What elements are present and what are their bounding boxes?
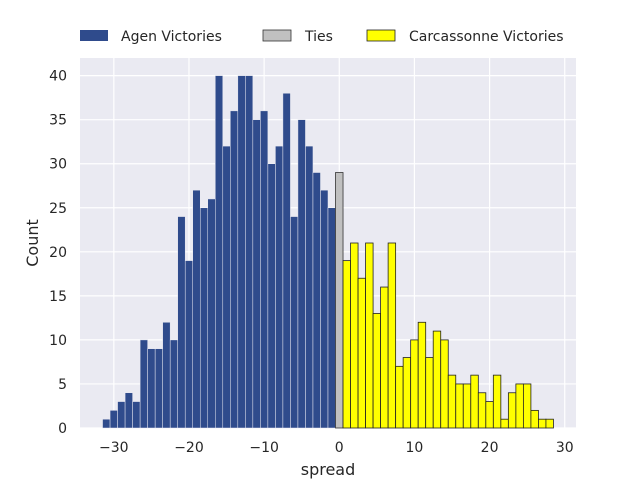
histogram-bar xyxy=(260,110,269,429)
y-tick-label: 25 xyxy=(49,201,67,217)
y-tick-label: 0 xyxy=(58,421,67,437)
histogram-bar xyxy=(342,260,351,429)
x-axis-label: spread xyxy=(301,460,356,479)
histogram-bar xyxy=(215,75,224,429)
x-tick-label: −20 xyxy=(174,440,204,456)
histogram-bar xyxy=(492,374,502,429)
histogram-bar xyxy=(365,242,374,429)
legend-label: Carcassonne Victories xyxy=(409,29,564,45)
histogram-bar xyxy=(350,242,359,429)
histogram-bar xyxy=(192,189,201,429)
histogram-bar xyxy=(417,321,427,429)
histogram-bar xyxy=(485,401,494,429)
histogram-bar xyxy=(410,339,419,429)
legend-swatch xyxy=(262,29,292,42)
x-tick-label: 20 xyxy=(481,440,499,456)
legend-label: Agen Victories xyxy=(121,29,222,45)
histogram-bar xyxy=(402,357,412,429)
histogram-bar xyxy=(290,216,299,429)
histogram-bar xyxy=(139,339,148,429)
histogram-bar xyxy=(230,110,239,429)
y-tick-label: 20 xyxy=(49,245,67,261)
histogram-bar xyxy=(320,189,329,429)
histogram-bar xyxy=(455,383,464,429)
histogram-bar xyxy=(432,330,442,429)
histogram-bar xyxy=(267,163,276,429)
histogram-bar xyxy=(477,392,487,429)
histogram-bar xyxy=(154,348,163,429)
histogram-bar xyxy=(447,374,457,429)
histogram-bar xyxy=(372,313,382,429)
histogram-bar xyxy=(297,119,306,429)
x-tick-label: 30 xyxy=(556,440,574,456)
histogram-bar xyxy=(462,383,472,429)
histogram-bar xyxy=(184,260,193,429)
histogram-bar xyxy=(395,365,404,429)
histogram-bar xyxy=(470,374,479,429)
histogram-bar xyxy=(162,322,171,429)
legend-swatch xyxy=(80,30,108,41)
y-tick-label: 15 xyxy=(49,289,67,305)
bars xyxy=(102,75,554,429)
y-axis-label: Count xyxy=(23,219,42,267)
histogram-bar xyxy=(538,418,547,429)
histogram-bar xyxy=(252,119,261,429)
legend-label: Ties xyxy=(304,29,333,45)
histogram-bar xyxy=(237,75,246,429)
legend: Agen Victories Ties Carcassonne Victories xyxy=(80,29,564,45)
histogram-bar xyxy=(312,172,321,429)
histogram-bar xyxy=(530,409,539,429)
y-tick-label: 40 xyxy=(49,69,67,85)
histogram-bar xyxy=(515,383,524,429)
x-axis-ticks: −30 −20 −10 0 10 20 30 xyxy=(99,440,574,456)
y-tick-label: 10 xyxy=(49,333,67,349)
histogram-bar xyxy=(387,242,397,429)
histogram-bar xyxy=(199,207,209,429)
histogram-bar xyxy=(327,207,336,429)
histogram-bar xyxy=(102,418,111,429)
histogram-bar xyxy=(522,383,532,429)
histogram-bar xyxy=(507,392,517,429)
histogram-bar xyxy=(117,401,126,429)
histogram-bar xyxy=(440,339,449,429)
y-axis-ticks: 0 5 10 15 20 25 30 35 40 xyxy=(49,69,67,437)
histogram-bar xyxy=(147,348,156,429)
histogram-bar xyxy=(275,145,284,429)
histogram-bar xyxy=(282,92,291,429)
histogram-bar xyxy=(109,410,118,429)
histogram-bar xyxy=(222,145,231,429)
y-tick-label: 35 xyxy=(49,113,67,129)
x-tick-label: −30 xyxy=(99,440,129,456)
histogram-bar xyxy=(207,198,216,429)
x-tick-label: 10 xyxy=(406,440,424,456)
legend-swatch xyxy=(366,29,396,42)
histogram-bar xyxy=(245,75,254,429)
histogram-bar xyxy=(357,277,366,429)
histogram-bar xyxy=(500,418,509,429)
histogram-bar xyxy=(169,339,178,429)
histogram-bar xyxy=(124,392,133,429)
histogram-bar xyxy=(335,172,344,429)
histogram-bar xyxy=(177,216,186,429)
histogram-bar xyxy=(545,418,554,429)
histogram-bar xyxy=(425,357,434,429)
y-tick-label: 30 xyxy=(49,157,67,173)
y-tick-label: 5 xyxy=(58,377,67,393)
x-tick-label: −10 xyxy=(249,440,279,456)
histogram-bar xyxy=(305,145,314,429)
histogram-bar xyxy=(380,286,389,429)
histogram-bar xyxy=(132,401,141,429)
x-tick-label: 0 xyxy=(335,440,344,456)
